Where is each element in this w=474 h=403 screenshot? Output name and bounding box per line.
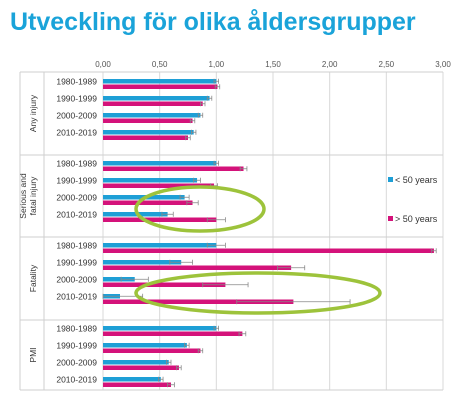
category-label: 2010-2019 <box>56 128 97 138</box>
bar-over-50 <box>103 282 226 287</box>
legend-label: < 50 years <box>395 175 438 185</box>
bar-under-50 <box>103 243 217 248</box>
bar-over-50 <box>103 382 171 387</box>
group-label: Any injury <box>28 94 38 132</box>
bar-under-50 <box>103 326 217 331</box>
x-tick-label: 0,50 <box>152 60 168 69</box>
category-label: 2000-2009 <box>56 275 97 285</box>
x-tick-label: 1,50 <box>265 60 281 69</box>
category-label: 1980-1989 <box>56 77 97 87</box>
x-tick-label: 2,00 <box>322 60 338 69</box>
bar-under-50 <box>103 96 210 101</box>
bar-over-50 <box>103 101 203 106</box>
bar-over-50 <box>103 331 243 336</box>
x-tick-label: 1,00 <box>209 60 225 69</box>
category-label: 2010-2019 <box>56 210 97 220</box>
category-label: 2010-2019 <box>56 292 97 302</box>
legend-swatch <box>388 177 393 182</box>
bar-over-50 <box>103 348 201 353</box>
bar-under-50 <box>103 260 182 265</box>
bar-under-50 <box>103 161 217 166</box>
x-tick-label: 3,00 <box>435 60 451 69</box>
highlight-ellipse <box>134 271 382 315</box>
group-labels: Any injury Serious andfatal injury Fatalit… <box>18 94 38 362</box>
bar-over-50 <box>103 365 179 370</box>
bar-under-50 <box>103 277 135 282</box>
bar-under-50 <box>103 212 168 217</box>
group-label: PMI <box>28 347 38 362</box>
category-label: 1990-1999 <box>56 176 97 186</box>
group-label: Fatality <box>28 264 38 292</box>
category-label: 1990-1999 <box>56 341 97 351</box>
bar-over-50 <box>103 84 218 89</box>
category-label: 2000-2009 <box>56 358 97 368</box>
legend-swatch <box>388 216 393 221</box>
category-label: 2000-2009 <box>56 111 97 121</box>
bar-over-50 <box>103 166 244 171</box>
bar-over-50 <box>103 265 292 270</box>
bar-over-50 <box>103 200 193 205</box>
x-axis-ticks: 0,00 0,50 1,00 1,50 2,00 2,50 3,00 <box>95 60 451 69</box>
highlight-ellipses <box>134 185 382 315</box>
bar-over-50 <box>103 217 217 222</box>
bar-over-50 <box>103 118 193 123</box>
bar-over-50 <box>103 135 188 140</box>
category-label: 1980-1989 <box>56 159 97 169</box>
bar-under-50 <box>103 377 161 382</box>
legend-label: > 50 years <box>395 214 438 224</box>
x-tick-label: 2,50 <box>379 60 395 69</box>
bar-under-50 <box>103 79 217 84</box>
bar-under-50 <box>103 178 198 183</box>
category-label: 1990-1999 <box>56 94 97 104</box>
bar-over-50 <box>103 299 294 304</box>
x-tick-label: 0,00 <box>95 60 111 69</box>
category-label: 2000-2009 <box>56 193 97 203</box>
highlight-ellipse <box>134 185 266 233</box>
bar-under-50 <box>103 343 187 348</box>
category-label: 2010-2019 <box>56 375 97 385</box>
category-label: 1980-1989 <box>56 241 97 251</box>
bar-over-50 <box>103 183 215 188</box>
category-label: 1990-1999 <box>56 258 97 268</box>
bar-under-50 <box>103 113 201 118</box>
page-title: Utveckling för olika åldersgrupper <box>10 8 416 36</box>
legend: < 50 years > 50 years <box>388 175 438 224</box>
bar-under-50 <box>103 360 169 365</box>
group-label: Serious andfatal injury <box>18 173 38 219</box>
category-label: 1980-1989 <box>56 324 97 334</box>
bar-over-50 <box>103 248 434 253</box>
bar-under-50 <box>103 130 194 135</box>
bars: 1980-1989 1990-1999 2000-2009 2010-2019 1980… <box>56 77 437 388</box>
